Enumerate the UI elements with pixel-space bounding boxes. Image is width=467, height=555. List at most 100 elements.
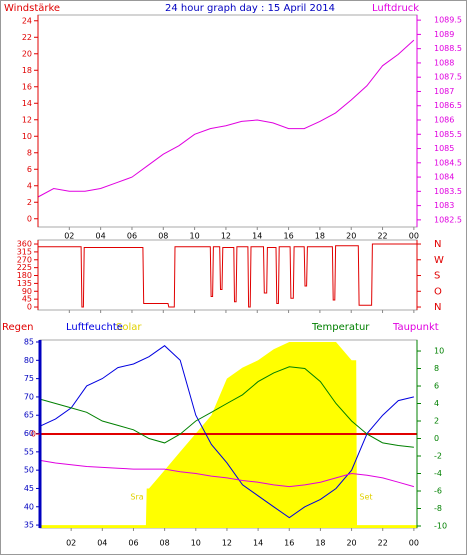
plot-area [37, 239, 418, 311]
x-tick-label: 00 [409, 539, 419, 548]
y2-tick-label: -8 [434, 504, 442, 513]
y2-tick-label: -10 [434, 521, 447, 530]
x-tick-label: 14 [252, 232, 262, 241]
y2-tick-label: N [434, 239, 441, 250]
y2-tick-label: 1088 [434, 58, 454, 67]
y-tick-label: 315 [17, 247, 32, 256]
y-tick-label: 50 [24, 466, 34, 475]
legend-label: Solar [116, 322, 142, 333]
sun-annotation: Sra [130, 493, 143, 502]
y2-tick-label: 1087.5 [434, 73, 462, 82]
y2-tick-label: -2 [434, 452, 442, 461]
y-tick-label: 270 [17, 255, 32, 264]
data-line [39, 459, 415, 488]
y-tick-label: 60 [24, 429, 34, 438]
y-tick-label: 180 [17, 271, 32, 280]
data-line [39, 366, 414, 448]
x-tick-label: 06 [127, 232, 137, 241]
y2-tick-label: 1086.5 [434, 101, 462, 110]
x-tick-label: 02 [66, 539, 76, 548]
y-tick-label: 45 [22, 295, 32, 304]
y2-tick-label: 8 [434, 364, 439, 373]
y2-tick-label: 10 [434, 347, 444, 356]
plot-area [37, 14, 418, 228]
x-tick-label: 20 [346, 539, 356, 548]
x-tick-label: 16 [283, 232, 293, 241]
x-tick-label: 00 [409, 232, 419, 241]
y2-tick-label: -4 [434, 469, 442, 478]
y-tick-label: 8 [27, 148, 32, 157]
y-tick-label: 6 [27, 165, 32, 174]
y-tick-label: 24 [22, 16, 32, 25]
rain-tick-label: 0 [31, 430, 36, 439]
x-tick-label: 18 [315, 232, 325, 241]
y-tick-label: 4 [27, 181, 32, 190]
y2-tick-label: 1083.5 [434, 187, 462, 196]
y-tick-label: 2 [27, 198, 32, 207]
left-axis-title: Windstärke [4, 3, 60, 14]
x-tick-label: 04 [96, 232, 106, 241]
y2-tick-label: O [434, 286, 442, 297]
x-tick-label: 22 [377, 232, 387, 241]
y-tick-label: 14 [22, 99, 32, 108]
x-tick-label: 10 [191, 539, 201, 548]
x-tick-label: 16 [284, 539, 294, 548]
data-line [39, 345, 415, 519]
y2-tick-label: 4 [434, 399, 439, 408]
y2-tick-label: 1088.5 [434, 44, 462, 53]
legend-label: Regen [2, 322, 34, 333]
x-tick-label: 08 [158, 232, 168, 241]
x-tick-label: 02 [64, 232, 74, 241]
y-tick-label: 20 [22, 49, 32, 58]
y2-tick-label: 2 [434, 417, 439, 426]
y2-tick-label: 1089 [434, 30, 454, 39]
x-tick-label: 10 [190, 232, 200, 241]
right-axis-title: Luftdruck [372, 3, 419, 14]
y2-tick-label: 1085.5 [434, 130, 462, 139]
y2-tick-label: 1087 [434, 87, 454, 96]
y-tick-label: 16 [22, 82, 32, 91]
x-tick-label: 14 [253, 539, 263, 548]
y-tick-label: 75 [24, 374, 34, 383]
y-tick-label: 0 [27, 303, 32, 312]
y2-tick-label: 1089.5 [434, 16, 462, 25]
y-tick-label: 35 [24, 521, 34, 530]
y-tick-label: 22 [22, 33, 32, 42]
x-tick-label: 20 [346, 232, 356, 241]
y2-tick-label: 0 [434, 434, 439, 443]
y-tick-label: 360 [17, 240, 32, 249]
x-tick-label: 08 [160, 539, 170, 548]
y2-tick-label: W [434, 255, 444, 266]
y2-tick-label: 1084 [434, 173, 454, 182]
y-tick-label: 225 [17, 263, 32, 272]
x-tick-label: 22 [378, 539, 388, 548]
y2-tick-label: S [434, 271, 440, 282]
legend-label: Luftfeuchte [66, 322, 123, 333]
y-tick-label: 80 [24, 356, 34, 365]
y-tick-label: 12 [22, 115, 32, 124]
y-tick-label: 40 [24, 502, 34, 511]
y-tick-label: 55 [24, 447, 34, 456]
y-tick-label: 10 [22, 132, 32, 141]
y-tick-label: 135 [17, 279, 32, 288]
y2-tick-label: 1083 [434, 201, 454, 210]
y2-tick-label: N [434, 302, 441, 313]
data-line [37, 39, 415, 198]
chart-title: 24 hour graph day : 15 April 2014 [165, 3, 335, 14]
x-tick-label: 12 [221, 232, 231, 241]
x-tick-label: 04 [97, 539, 107, 548]
y-tick-label: 70 [24, 392, 34, 401]
legend-label: Taupunkt [392, 322, 439, 333]
data-line [38, 243, 417, 308]
y-tick-label: 45 [24, 484, 34, 493]
legend-label: Temperatur [311, 322, 370, 333]
y2-tick-label: 6 [434, 382, 439, 391]
y2-tick-label: 1086 [434, 116, 454, 125]
y2-tick-label: 1085 [434, 144, 454, 153]
y-tick-label: 18 [22, 66, 32, 75]
sun-annotation: Set [359, 493, 372, 502]
y2-tick-label: -6 [434, 486, 442, 495]
y2-tick-label: 1082.5 [434, 215, 462, 224]
x-tick-label: 12 [222, 539, 232, 548]
